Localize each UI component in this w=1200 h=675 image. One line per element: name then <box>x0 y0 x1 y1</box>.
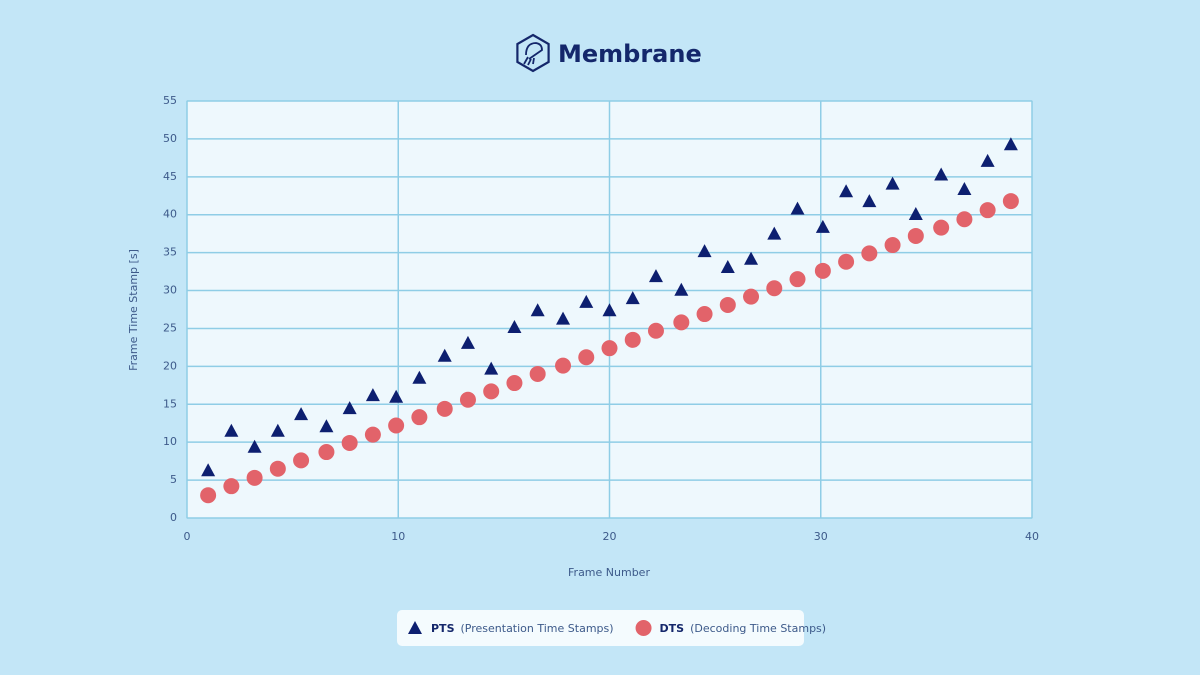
data-point <box>648 269 663 283</box>
data-point <box>247 439 262 453</box>
data-point <box>957 181 972 195</box>
y-axis-title: Frame Time Stamp [s] <box>127 249 140 371</box>
data-point <box>934 167 949 181</box>
data-point <box>555 357 572 374</box>
data-point <box>624 331 641 348</box>
data-point <box>506 375 523 392</box>
data-point <box>388 417 405 434</box>
data-point <box>224 423 239 437</box>
data-point <box>578 349 595 366</box>
data-point <box>766 280 783 297</box>
data-point <box>484 361 499 375</box>
data-point <box>956 211 973 228</box>
y-tick-label: 25 <box>163 321 177 334</box>
y-tick-label: 15 <box>163 397 177 410</box>
data-point <box>625 291 640 305</box>
data-point <box>814 262 831 279</box>
data-point <box>1003 137 1018 151</box>
data-point <box>790 201 805 215</box>
data-point <box>1002 193 1019 210</box>
data-point <box>200 487 217 504</box>
legend-name: DTS <box>660 622 685 635</box>
x-tick-label: 40 <box>1025 530 1039 543</box>
data-point <box>342 401 357 415</box>
data-point <box>294 407 309 421</box>
data-point <box>364 426 381 443</box>
legend-name: PTS <box>431 622 455 635</box>
y-tick-label: 55 <box>163 94 177 107</box>
data-point <box>789 271 806 288</box>
data-point <box>697 244 712 258</box>
legend-description: (Decoding Time Stamps) <box>690 622 826 635</box>
data-point <box>483 383 500 400</box>
x-tick-label: 0 <box>184 530 191 543</box>
y-tick-label: 30 <box>163 284 177 297</box>
y-tick-label: 0 <box>170 511 177 524</box>
data-point <box>838 253 855 270</box>
y-tick-label: 50 <box>163 132 177 145</box>
brand: Membrane <box>558 40 702 68</box>
data-point <box>412 370 427 384</box>
data-point <box>647 322 664 339</box>
y-tick-label: 20 <box>163 359 177 372</box>
data-point <box>861 245 878 262</box>
data-point <box>293 452 310 469</box>
legend <box>397 610 804 646</box>
data-point <box>743 288 760 305</box>
legend-description: (Presentation Time Stamps) <box>461 622 614 635</box>
legend-marker <box>635 620 652 636</box>
data-point <box>201 463 216 477</box>
data-point <box>839 184 854 198</box>
data-point <box>436 400 453 417</box>
data-point <box>884 237 901 254</box>
data-point <box>460 335 475 349</box>
data-point <box>696 306 713 323</box>
data-point <box>885 176 900 190</box>
data-point <box>529 365 546 382</box>
y-tick-label: 10 <box>163 435 177 448</box>
data-point <box>530 303 545 317</box>
data-point <box>908 206 923 220</box>
y-tick-label: 40 <box>163 208 177 221</box>
data-point <box>459 391 476 408</box>
data-point <box>674 282 689 296</box>
data-point <box>815 219 830 233</box>
data-point <box>223 478 240 495</box>
data-point <box>979 202 996 219</box>
data-point <box>246 469 263 486</box>
x-tick-label: 20 <box>603 530 617 543</box>
data-point <box>673 314 690 331</box>
data-point <box>507 319 522 333</box>
data-point <box>269 460 286 477</box>
data-point <box>411 409 428 426</box>
data-point <box>318 444 335 461</box>
data-point <box>601 340 618 357</box>
data-point <box>365 388 380 402</box>
x-tick-label: 10 <box>391 530 405 543</box>
data-point <box>389 389 404 403</box>
data-point <box>744 251 759 265</box>
data-point <box>862 194 877 208</box>
data-point <box>720 260 735 274</box>
x-tick-label: 30 <box>814 530 828 543</box>
data-point <box>556 311 571 325</box>
data-point <box>719 296 736 313</box>
data-point <box>579 294 594 308</box>
data-point <box>602 303 617 317</box>
data-point <box>933 219 950 236</box>
y-tick-label: 45 <box>163 170 177 183</box>
data-point <box>980 153 995 167</box>
data-point <box>437 348 452 362</box>
data-point <box>270 423 285 437</box>
legend-marker <box>408 621 422 634</box>
data-point <box>907 227 924 244</box>
data-point <box>319 419 334 433</box>
data-point <box>767 226 782 240</box>
y-tick-label: 5 <box>170 473 177 486</box>
logo <box>516 33 550 73</box>
x-axis-title: Frame Number <box>568 566 650 579</box>
data-point <box>341 434 358 451</box>
y-tick-label: 35 <box>163 246 177 259</box>
